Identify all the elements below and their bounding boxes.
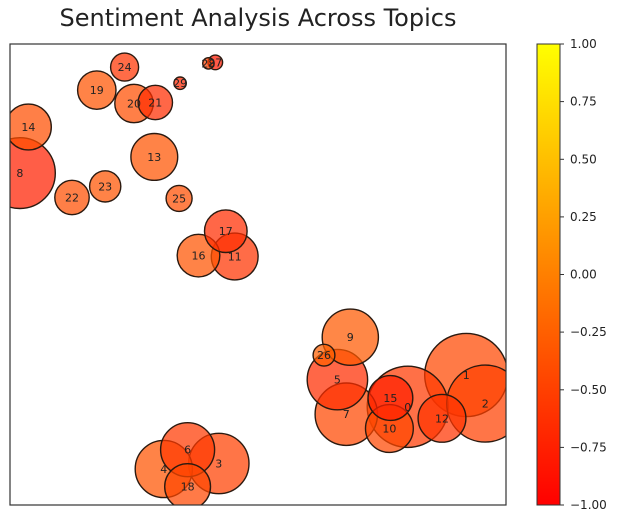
bubble-label-17: 17 <box>219 225 233 238</box>
bubble-topic-28 <box>201 57 215 70</box>
colorbar <box>536 43 561 506</box>
bubble-label-3: 3 <box>215 458 222 471</box>
bubble-topic-23 <box>88 170 122 203</box>
colorbar-tick-label: −0.25 <box>570 325 607 339</box>
bubble-label-23: 23 <box>98 180 112 193</box>
bubble-label-13: 13 <box>147 151 161 164</box>
bubble-topic-14 <box>10 103 52 151</box>
bubble-topic-19 <box>76 70 117 110</box>
bubble-label-16: 16 <box>192 250 206 263</box>
bubble-label-26: 26 <box>317 349 331 362</box>
bubble-label-9: 9 <box>347 331 354 344</box>
colorbar-tick-label: 0.50 <box>570 152 597 166</box>
bubble-topic-9 <box>321 308 380 367</box>
bubble-label-2: 2 <box>482 398 489 411</box>
bubble-label-12: 12 <box>435 412 449 425</box>
bubble-label-28: 28 <box>201 57 215 70</box>
bubble-label-27: 27 <box>208 56 222 69</box>
bubble-label-20: 20 <box>127 98 141 111</box>
bubble-topic-18 <box>164 463 212 505</box>
bubble-topic-26 <box>312 343 336 367</box>
bubble-label-4: 4 <box>160 463 167 476</box>
bubble-label-22: 22 <box>65 192 79 205</box>
colorbar-tick-label: 0.75 <box>570 95 597 109</box>
bubble-label-21: 21 <box>148 97 162 110</box>
bubble-label-10: 10 <box>382 423 396 436</box>
bubble-label-8: 8 <box>16 167 23 180</box>
bubble-topic-12 <box>417 393 467 443</box>
colorbar-tick-label: 1.00 <box>570 37 597 51</box>
bubble-topic-21 <box>137 84 174 121</box>
bubble-topic-13 <box>130 132 179 181</box>
colorbar-ticks: 1.00 0.75 0.50 0.25 0.00 −0.25 −0.50 −0.75 −1.00 <box>560 37 607 512</box>
colorbar-tick-label: −0.50 <box>570 383 607 397</box>
bubble-label-24: 24 <box>118 61 132 74</box>
bubble-label-1: 1 <box>463 369 470 382</box>
bubble-label-0: 0 <box>404 401 411 414</box>
bubble-label-6: 6 <box>184 444 191 457</box>
bubble-topic-22 <box>54 179 90 216</box>
chart-title: Sentiment Analysis Across Topics <box>59 4 457 32</box>
bubble-label-11: 11 <box>228 251 242 264</box>
bubble-label-7: 7 <box>343 408 350 421</box>
plot-frame <box>9 43 507 506</box>
colorbar-tick-label: 0.00 <box>570 268 597 282</box>
colorbar-tick-label: 0.25 <box>570 210 597 224</box>
bubble-topic-24 <box>109 52 140 82</box>
bubble-label-29: 29 <box>173 77 187 90</box>
bubble-label-25: 25 <box>172 192 186 205</box>
colorbar-tick-label: −1.00 <box>570 498 607 512</box>
colorbar-tick-label: −0.75 <box>570 440 607 454</box>
bubble-label-5: 5 <box>334 374 341 387</box>
bubble-topic-17 <box>203 209 248 254</box>
bubble-label-19: 19 <box>90 84 104 97</box>
bubble-topic-15 <box>367 374 414 422</box>
bubble-label-14: 14 <box>21 121 35 134</box>
bubble-label-15: 15 <box>383 392 397 405</box>
bubble-topic-25 <box>165 184 193 213</box>
bubble-topic-29 <box>173 76 188 91</box>
bubble-label-18: 18 <box>181 481 195 494</box>
